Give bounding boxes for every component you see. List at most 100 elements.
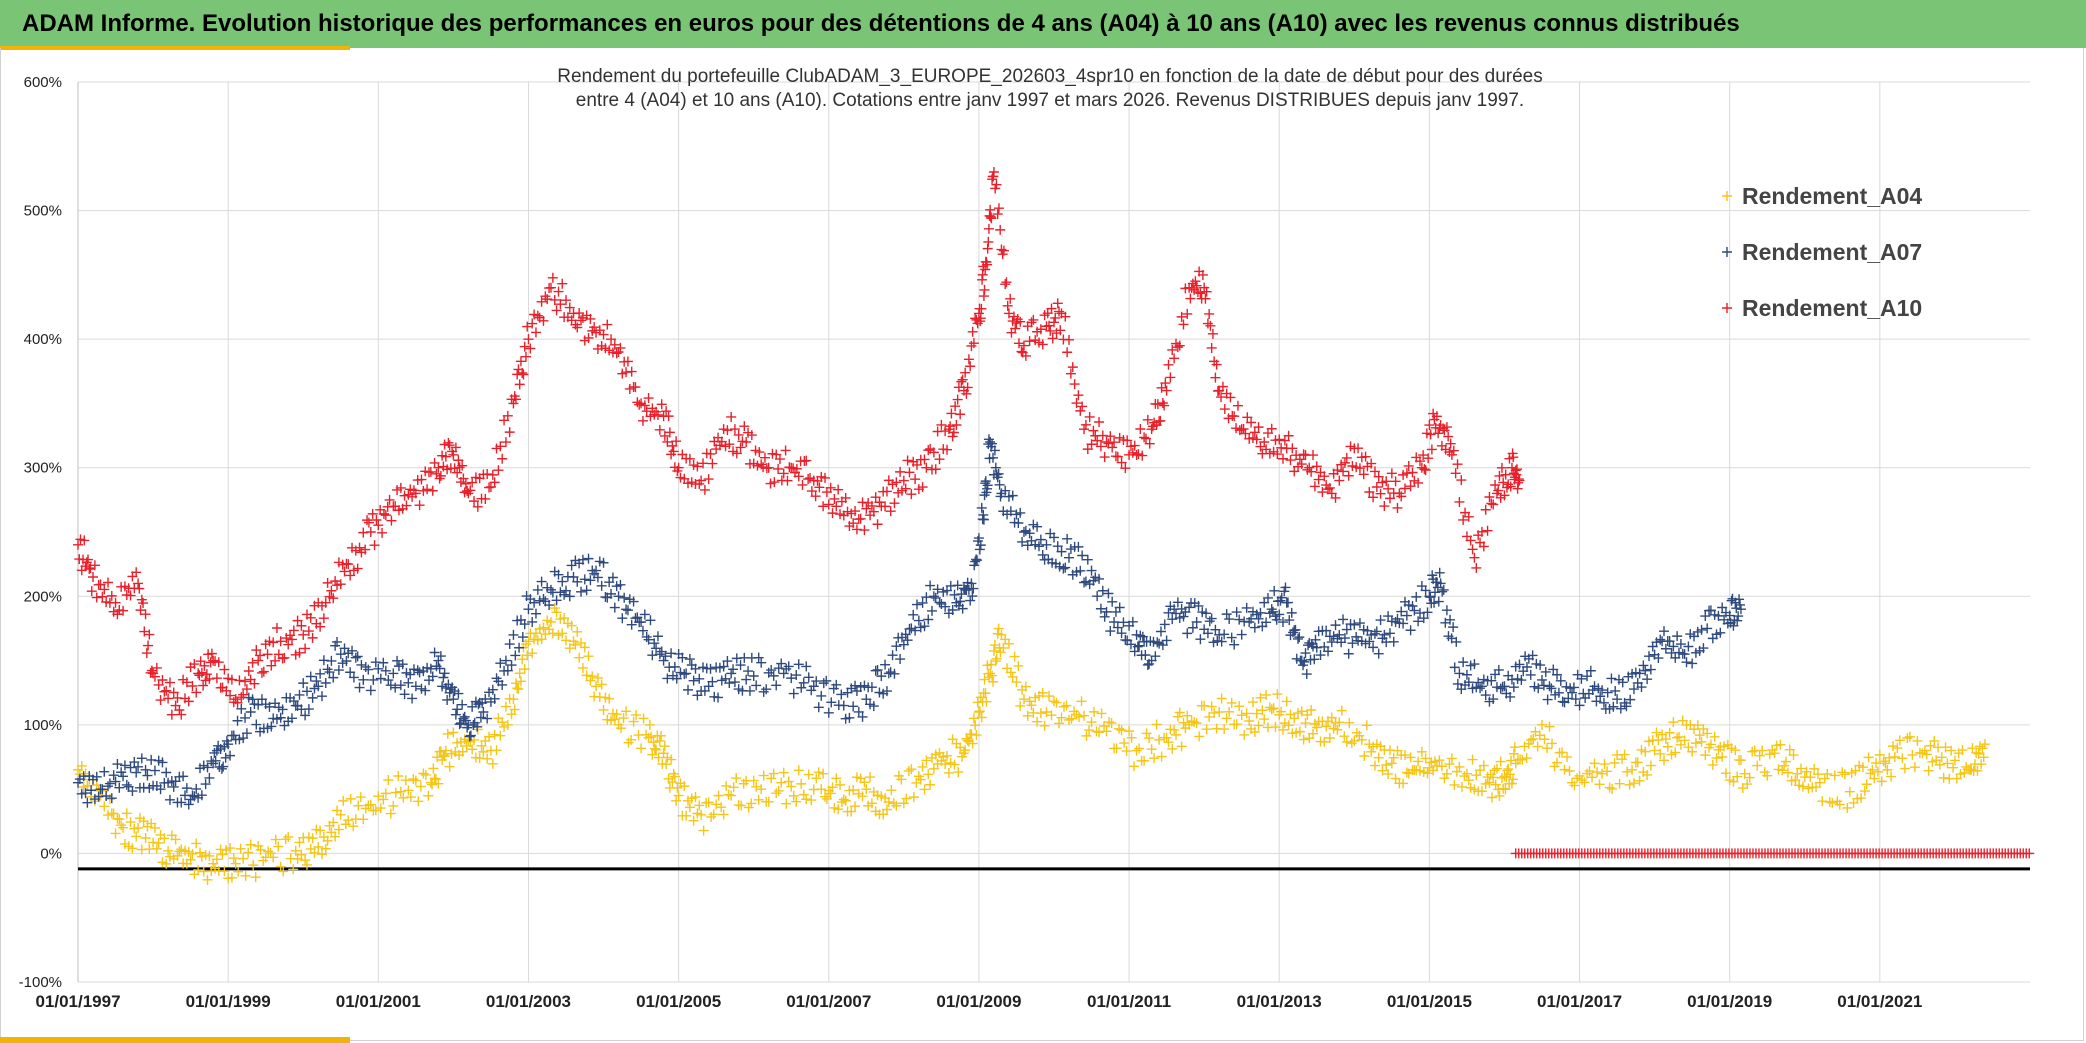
data-point (482, 469, 493, 480)
data-point (652, 409, 663, 420)
data-point (1310, 634, 1321, 645)
data-point (1210, 372, 1221, 383)
data-point (241, 728, 252, 739)
data-point (1354, 618, 1365, 629)
data-point (818, 501, 829, 512)
data-point (906, 489, 917, 500)
data-point (798, 677, 809, 688)
data-point (1591, 696, 1602, 707)
data-point (519, 619, 530, 630)
data-point (1137, 631, 1148, 642)
data-point (1109, 617, 1120, 627)
data-point (1555, 675, 1566, 686)
data-point (748, 671, 759, 681)
data-point (232, 715, 243, 726)
data-point (1777, 765, 1788, 776)
data-point (1219, 629, 1230, 640)
data-point (166, 709, 177, 720)
data-point (472, 501, 483, 512)
data-point (553, 569, 564, 580)
x-tick-label: 01/01/2011 (1087, 992, 1171, 1011)
data-point (181, 677, 192, 688)
data-point (1715, 627, 1726, 638)
data-point (1488, 694, 1499, 705)
data-point (380, 510, 391, 521)
data-point (536, 634, 547, 645)
data-point (1231, 719, 1242, 730)
data-point (412, 665, 423, 676)
data-point (1150, 651, 1161, 662)
data-point (517, 632, 528, 643)
data-point (622, 605, 633, 616)
chart-title-line1: Rendement du portefeuille ClubADAM_3_EUR… (557, 66, 1543, 87)
data-point (1274, 609, 1285, 620)
data-point (429, 773, 440, 784)
data-point (1425, 429, 1436, 440)
data-point (1052, 541, 1063, 552)
data-point (1241, 708, 1252, 719)
data-point (946, 408, 957, 419)
data-point (1015, 316, 1026, 327)
data-point (572, 322, 583, 333)
data-point (1386, 758, 1397, 769)
data-point (995, 224, 1006, 235)
data-point (452, 467, 463, 478)
data-point (992, 209, 1003, 220)
data-point (1537, 719, 1547, 730)
data-point (1369, 628, 1380, 639)
data-point (868, 506, 879, 517)
data-point (1283, 430, 1294, 441)
data-point (1409, 605, 1420, 616)
data-point (1132, 641, 1143, 652)
data-point (644, 719, 655, 730)
data-point (1309, 654, 1320, 665)
data-point (493, 465, 504, 476)
data-point (1013, 660, 1024, 671)
data-point (783, 776, 794, 787)
data-point (962, 735, 973, 746)
data-point (1201, 286, 1212, 297)
data-point (827, 508, 838, 519)
data-point (268, 637, 279, 648)
data-point (183, 696, 194, 707)
data-point (1511, 464, 1522, 475)
data-point (861, 784, 872, 795)
data-point (398, 792, 409, 803)
data-point (80, 788, 91, 799)
data-point (801, 661, 812, 672)
data-point (1441, 768, 1452, 779)
data-point (373, 791, 384, 802)
data-point (975, 540, 986, 551)
data-point (355, 792, 366, 803)
data-point (1660, 734, 1671, 745)
data-point (1094, 417, 1105, 428)
data-point (836, 689, 847, 700)
data-point (1079, 577, 1090, 588)
data-point (1403, 460, 1414, 471)
data-point (279, 652, 290, 663)
data-point (106, 793, 117, 804)
data-point (1559, 764, 1570, 775)
data-point (1640, 746, 1651, 757)
data-point (724, 678, 735, 689)
data-point (1284, 615, 1295, 626)
y-tick-label: 100% (24, 717, 62, 734)
data-point (1441, 422, 1452, 433)
data-point (303, 704, 314, 715)
data-point (921, 592, 932, 603)
series-4 (1510, 848, 2035, 859)
data-point (1461, 669, 1472, 680)
data-point (684, 802, 695, 813)
data-point (823, 499, 834, 510)
data-point (1015, 507, 1026, 518)
data-point (1225, 392, 1236, 403)
data-point (453, 455, 464, 466)
data-point (153, 838, 164, 849)
data-point (1532, 741, 1543, 752)
data-point (403, 677, 414, 688)
data-point (1010, 323, 1021, 334)
data-point (1012, 314, 1023, 325)
data-point (876, 671, 887, 682)
data-point (454, 462, 465, 473)
data-point (621, 706, 632, 717)
